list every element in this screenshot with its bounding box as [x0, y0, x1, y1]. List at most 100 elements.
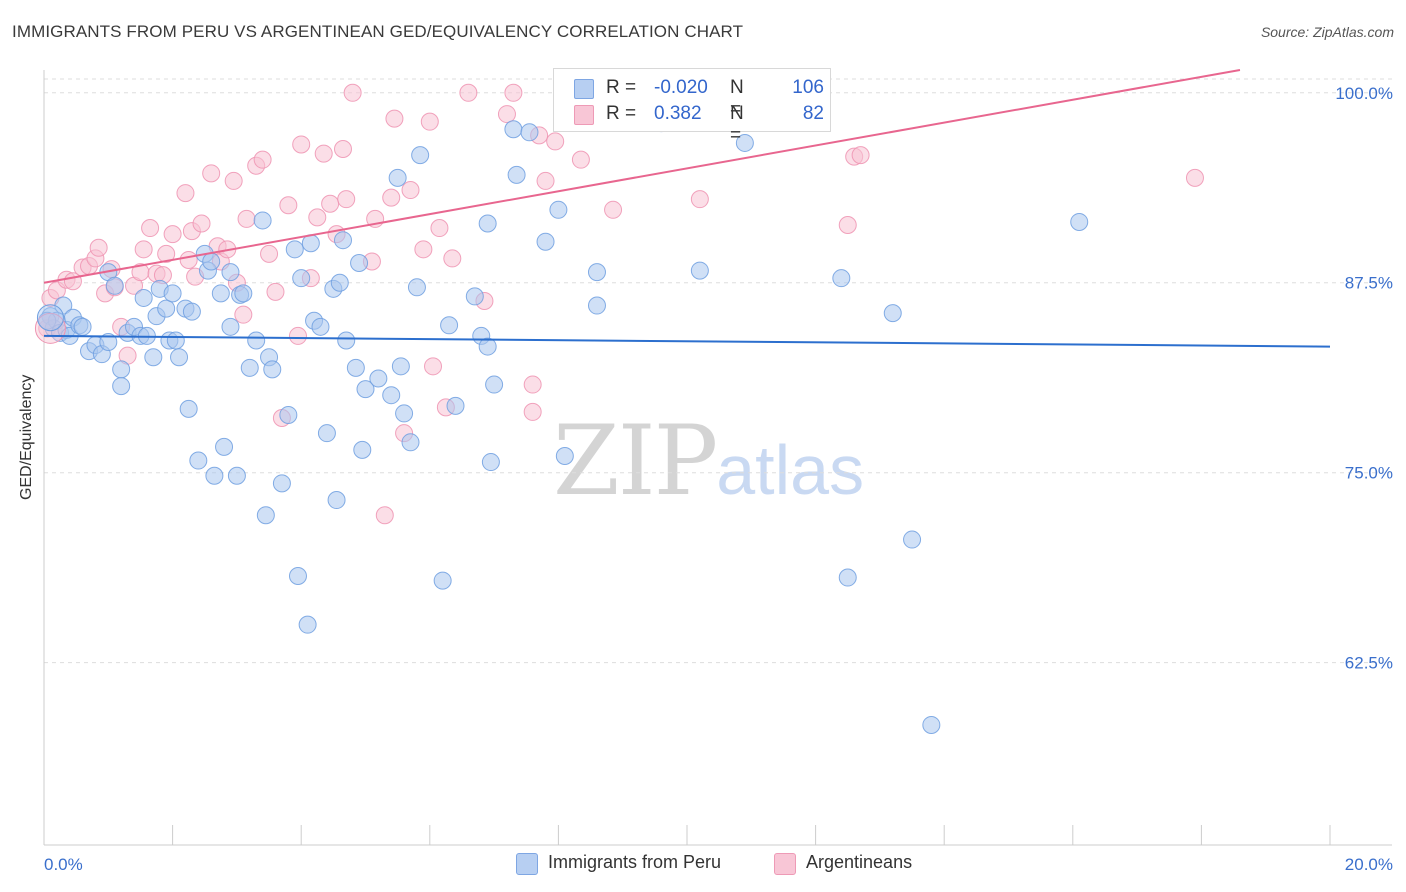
point-peru [256, 506, 275, 525]
point-peru [883, 304, 902, 323]
point-peru [395, 404, 414, 423]
legend-r-value: 0.382 [654, 103, 702, 124]
point-peru [411, 146, 430, 165]
point-peru [263, 360, 282, 379]
point-peru [369, 369, 388, 388]
point-peru [112, 377, 131, 396]
point-peru [549, 200, 568, 219]
point-argentinean [571, 150, 590, 169]
point-peru [182, 302, 201, 321]
point-peru [481, 453, 500, 472]
chart-title: IMMIGRANTS FROM PERU VS ARGENTINEAN GED/… [12, 22, 744, 41]
point-peru-cluster [36, 304, 64, 332]
point-peru [327, 491, 346, 510]
legend-r-value: -0.020 [654, 77, 708, 98]
point-peru [903, 530, 922, 549]
point-peru [440, 316, 459, 335]
bottom-legend-swatch-argentineans [774, 853, 796, 875]
point-peru [298, 615, 317, 634]
point-argentinean [851, 146, 870, 165]
legend-swatch-argentineans [574, 105, 594, 125]
tick-label-layer: 62.5% 75.0% 87.5% 100.0% 0.0% 20.0% [44, 84, 1393, 874]
point-peru [292, 269, 311, 288]
point-argentinean [253, 150, 272, 169]
bottom-legend-label-argentineans: Argentineans [806, 852, 913, 872]
point-argentinean [89, 238, 108, 257]
point-peru [832, 269, 851, 288]
point-peru [690, 261, 709, 280]
y-tick-label: 75.0% [1345, 464, 1393, 483]
point-argentinean [430, 219, 449, 238]
point-peru [333, 231, 352, 250]
point-argentinean [443, 249, 462, 268]
point-argentinean [343, 83, 362, 102]
point-argentinean [321, 194, 340, 213]
point-argentinean [141, 219, 160, 238]
point-argentinean [176, 184, 195, 203]
point-peru [356, 380, 375, 399]
point-peru [253, 211, 272, 230]
point-peru [401, 433, 420, 452]
point-argentinean [424, 357, 443, 376]
point-argentinean [224, 171, 243, 190]
point-peru [407, 278, 426, 297]
point-argentinean [314, 144, 333, 163]
point-peru [240, 358, 259, 377]
point-argentinean [237, 209, 256, 228]
watermark: ZIPatlas [553, 405, 864, 517]
point-peru [105, 276, 124, 295]
y-tick-label: 100.0% [1335, 84, 1393, 103]
point-argentinean [157, 244, 176, 263]
point-peru [215, 437, 234, 456]
legend-n-value: 82 [802, 103, 824, 124]
point-argentinean [179, 250, 198, 269]
point-peru [520, 123, 539, 142]
point-peru [211, 284, 230, 303]
point-argentinean [279, 196, 298, 215]
point-argentinean [308, 208, 327, 227]
legend-n-label: N = [730, 103, 744, 146]
point-peru [346, 358, 365, 377]
source-credit: Source: ZipAtlas.com [1260, 24, 1394, 40]
point-argentinean [292, 135, 311, 154]
point-peru [317, 424, 336, 443]
point-peru [288, 567, 307, 586]
point-peru [285, 240, 304, 259]
point-peru [838, 568, 857, 587]
point-peru [555, 446, 574, 465]
point-peru [163, 284, 182, 303]
point-peru [38, 311, 57, 330]
point-peru [507, 165, 526, 184]
point-peru [391, 357, 410, 376]
point-argentinean [523, 402, 542, 421]
point-argentinean [288, 326, 307, 345]
point-argentinean [546, 132, 565, 151]
bottom-legend-swatch-peru [516, 853, 538, 875]
points-layer [34, 83, 1204, 734]
point-peru [166, 331, 185, 350]
point-argentinean [385, 109, 404, 128]
legend-n-label: N = [730, 77, 744, 120]
point-argentinean [523, 375, 542, 394]
point-peru [388, 168, 407, 187]
point-argentinean [202, 164, 221, 183]
axis-layer [43, 70, 1392, 846]
legend-r-label: R = [606, 77, 637, 98]
bottom-legend-label-peru: Immigrants from Peru [548, 852, 722, 872]
point-peru [189, 451, 208, 470]
point-peru [112, 360, 131, 379]
point-argentinean [375, 506, 394, 525]
point-peru [465, 287, 484, 306]
y-tick-label: 87.5% [1345, 274, 1393, 293]
y-tick-label: 62.5% [1345, 654, 1393, 673]
point-peru [157, 299, 176, 318]
point-peru [350, 253, 369, 272]
point-argentinean [690, 190, 709, 209]
point-peru [227, 466, 246, 485]
point-peru [485, 375, 504, 394]
point-peru [1070, 212, 1089, 231]
point-peru [99, 333, 118, 352]
trendline-peru [43, 334, 1331, 348]
point-argentinean [459, 83, 478, 102]
